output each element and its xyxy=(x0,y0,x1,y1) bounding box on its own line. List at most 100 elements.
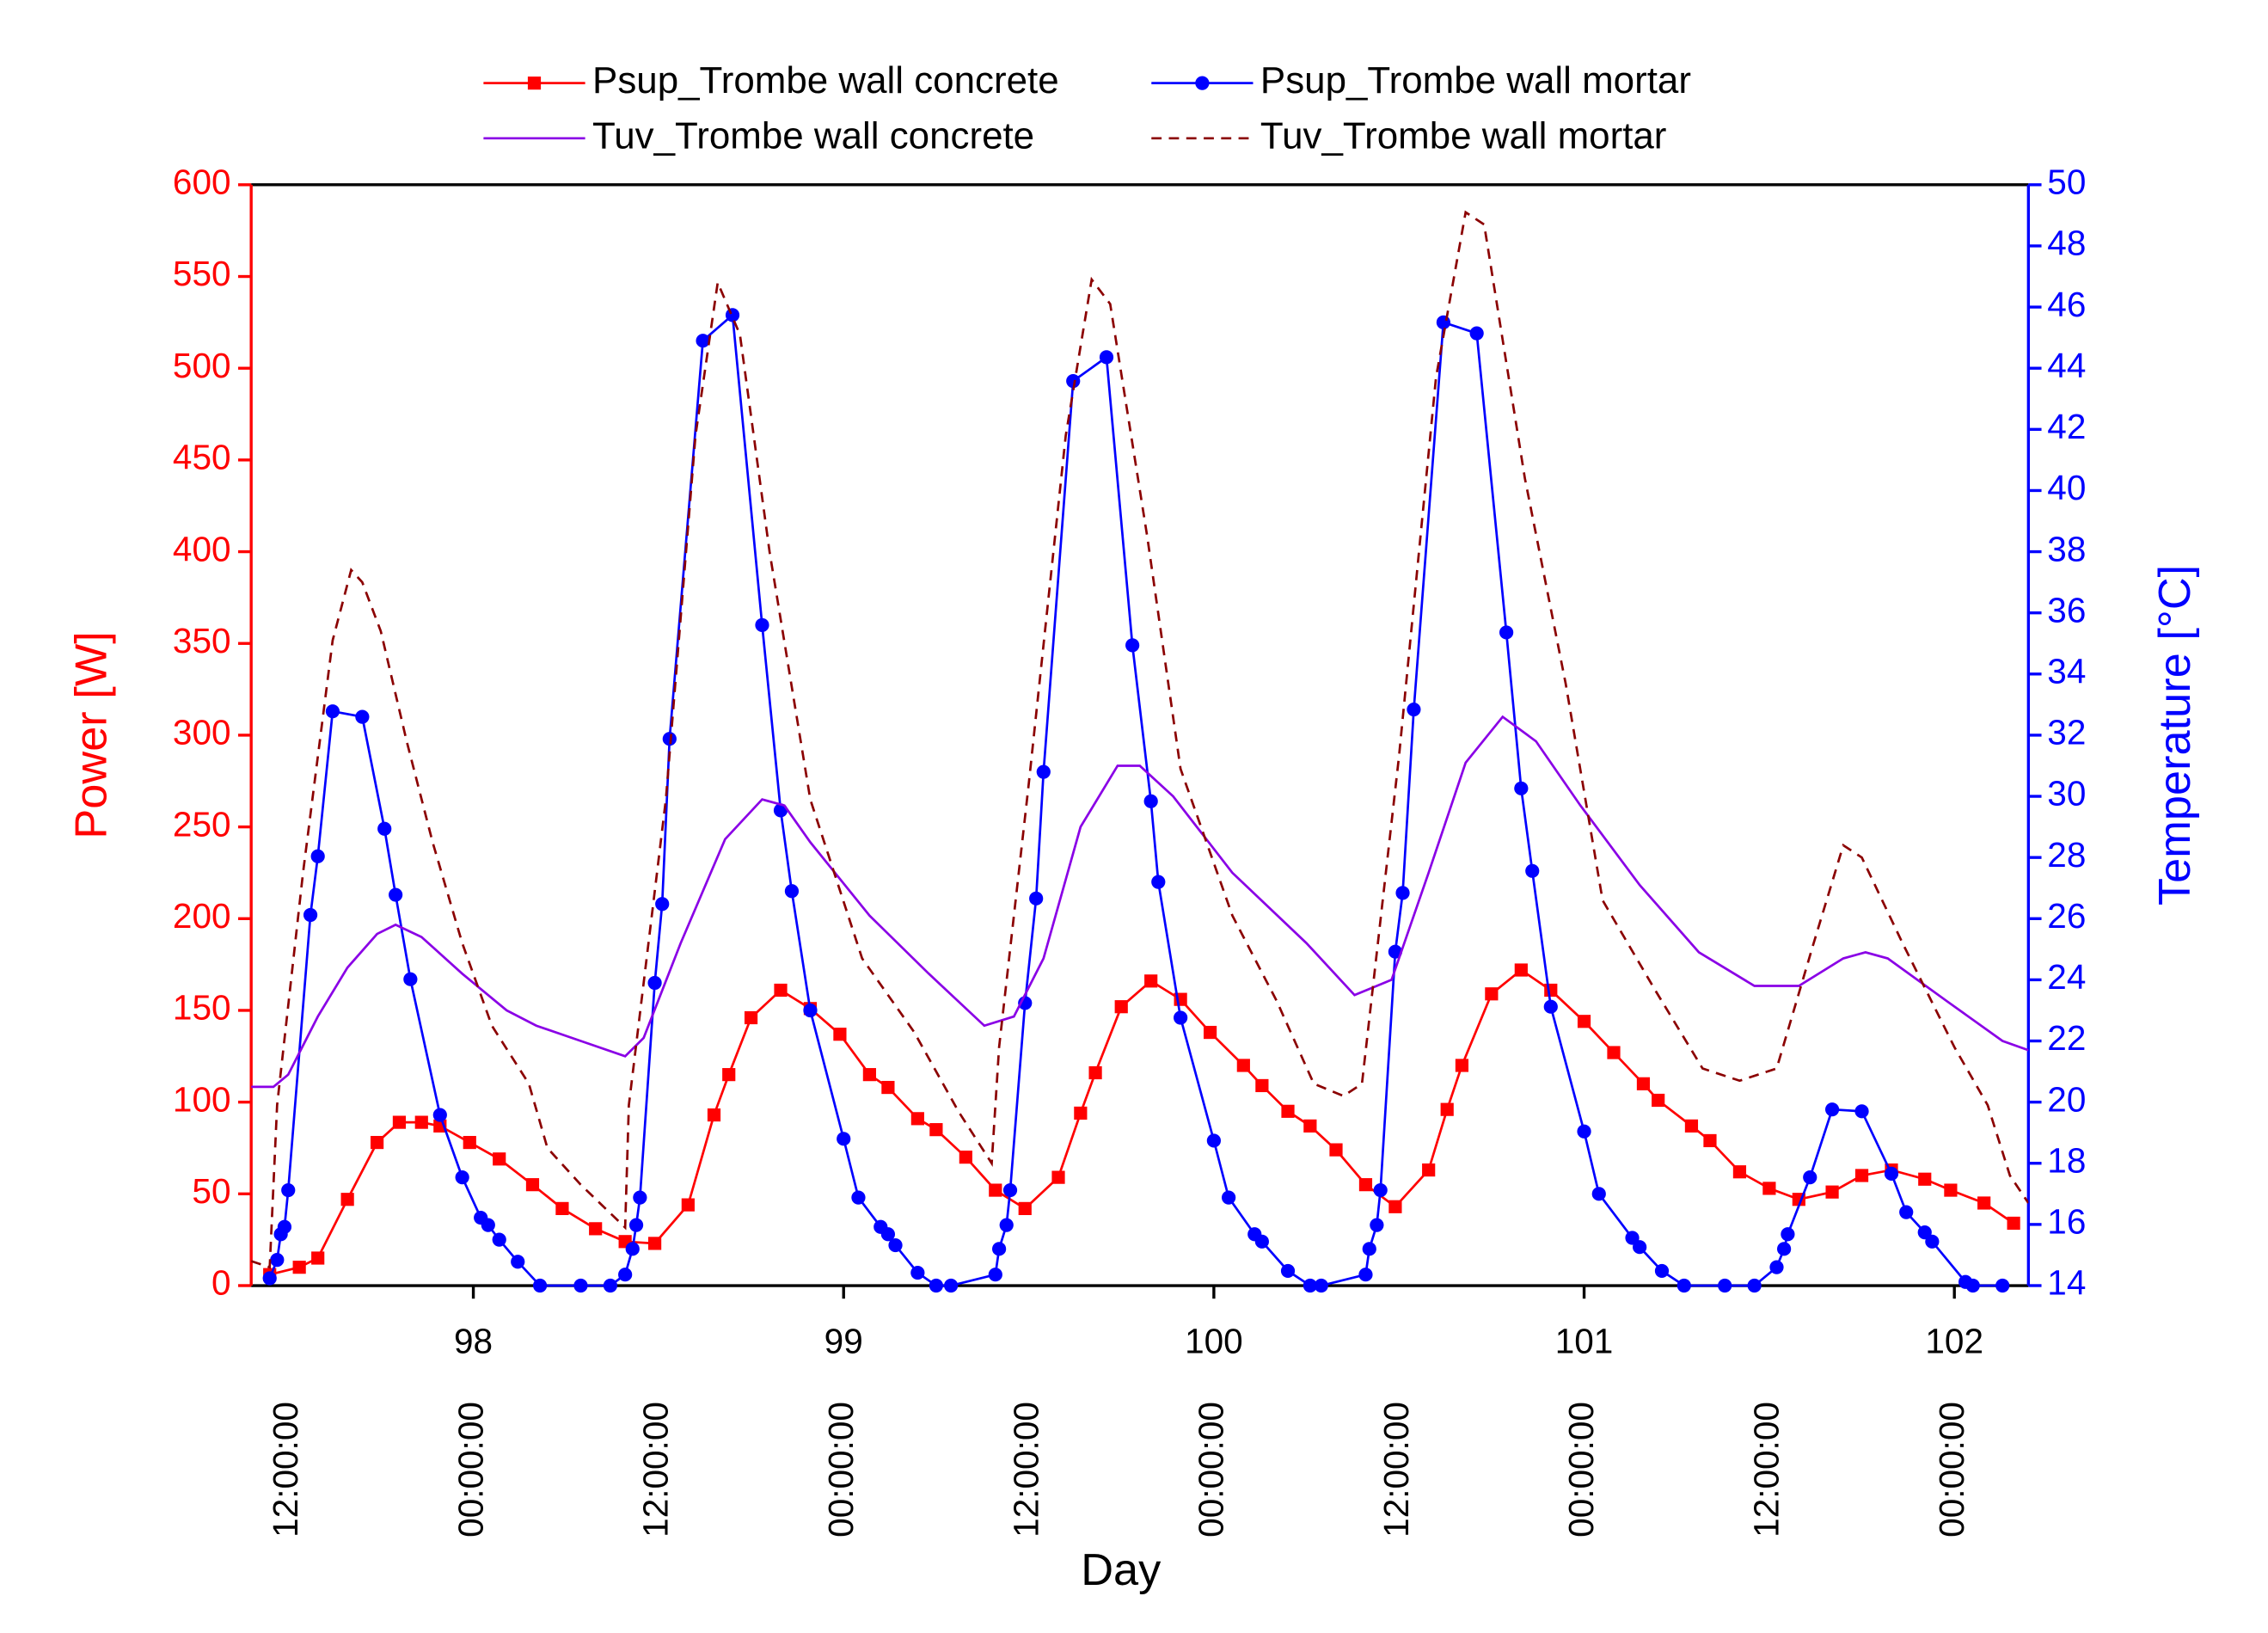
marker xyxy=(647,1237,662,1250)
marker xyxy=(1407,702,1421,717)
y2-tick-label: 46 xyxy=(2047,285,2086,324)
series-line xyxy=(251,210,2029,1269)
marker xyxy=(988,1268,1002,1282)
marker xyxy=(862,1068,876,1082)
marker xyxy=(803,1003,818,1018)
x-tick-label: 98 xyxy=(454,1321,493,1360)
marker xyxy=(1776,1242,1792,1256)
marker xyxy=(722,1068,736,1082)
marker xyxy=(1591,1187,1606,1201)
marker xyxy=(1029,891,1044,906)
marker xyxy=(262,1271,277,1286)
marker xyxy=(389,887,403,902)
marker xyxy=(555,1201,569,1215)
x-tick-label: 101 xyxy=(1555,1321,1614,1360)
marker xyxy=(633,1190,647,1205)
marker xyxy=(493,1152,506,1166)
marker xyxy=(1151,875,1166,889)
marker xyxy=(1485,987,1499,1001)
marker xyxy=(573,1278,588,1293)
marker xyxy=(881,1080,895,1095)
y-tick-label: 600 xyxy=(173,163,231,202)
marker xyxy=(1718,1278,1732,1293)
marker xyxy=(837,1132,851,1146)
marker xyxy=(1362,1242,1376,1256)
marker xyxy=(1280,1263,1296,1279)
marker xyxy=(403,972,418,986)
marker xyxy=(1388,944,1403,959)
marker xyxy=(707,1108,721,1122)
y-tick-label: 250 xyxy=(173,804,231,844)
marker xyxy=(532,1278,548,1293)
x-time-label: 12:00:00 xyxy=(1747,1402,1787,1538)
marker xyxy=(989,1183,1002,1197)
marker xyxy=(1577,1015,1591,1028)
marker xyxy=(1499,625,1514,640)
marker xyxy=(655,897,670,912)
marker xyxy=(1918,1172,1932,1186)
legend-label: Tuv_Trombe wall mortar xyxy=(1260,114,1667,157)
marker xyxy=(1314,1278,1328,1293)
marker xyxy=(355,709,370,724)
marker xyxy=(1236,1059,1250,1072)
x-time-label: 12:00:00 xyxy=(1006,1402,1045,1538)
marker xyxy=(1358,1178,1373,1192)
marker xyxy=(784,884,800,899)
marker xyxy=(1514,781,1529,795)
y-tick-label: 100 xyxy=(173,1079,231,1119)
x-axis-title: Day xyxy=(1081,1545,1162,1595)
marker xyxy=(1099,350,1114,365)
marker xyxy=(662,732,677,746)
marker xyxy=(774,983,788,998)
y-tick-label: 400 xyxy=(173,529,231,568)
marker xyxy=(1440,1102,1454,1116)
marker xyxy=(1676,1278,1691,1293)
y-tick-label: 450 xyxy=(173,438,231,477)
marker xyxy=(414,1115,428,1129)
marker xyxy=(1255,1078,1269,1093)
marker xyxy=(303,907,318,923)
marker xyxy=(1824,1102,1840,1117)
marker xyxy=(1825,1185,1839,1199)
marker xyxy=(1114,1000,1128,1014)
x-time-label: 00:00:00 xyxy=(451,1402,490,1538)
marker xyxy=(1652,1093,1665,1108)
marker xyxy=(1051,1170,1065,1184)
marker xyxy=(1636,1077,1651,1090)
marker xyxy=(1395,886,1410,900)
x-time-label: 12:00:00 xyxy=(636,1402,676,1538)
marker xyxy=(1781,1227,1795,1242)
marker xyxy=(991,1242,1007,1256)
y-axis-title: Power [W] xyxy=(67,631,117,838)
marker xyxy=(310,849,325,863)
marker xyxy=(1703,1133,1717,1148)
marker xyxy=(851,1190,866,1205)
y-tick-label: 500 xyxy=(173,346,231,385)
y-tick-label: 300 xyxy=(173,713,231,752)
marker xyxy=(325,704,340,719)
marker xyxy=(725,308,740,322)
marker xyxy=(1854,1169,1869,1182)
plot-area xyxy=(251,210,2029,1293)
x-time-label: 00:00:00 xyxy=(1932,1402,1971,1538)
marker xyxy=(1607,1046,1621,1059)
y-tick-label: 550 xyxy=(173,254,231,293)
y2-tick-label: 48 xyxy=(2047,224,2086,263)
y2-tick-label: 26 xyxy=(2047,896,2086,936)
marker xyxy=(1388,1200,1402,1213)
marker xyxy=(944,1278,959,1293)
marker xyxy=(2007,1216,2020,1231)
marker xyxy=(755,617,769,633)
marker xyxy=(1684,1119,1699,1133)
marker xyxy=(880,1227,896,1242)
marker xyxy=(929,1123,943,1137)
marker xyxy=(481,1218,495,1232)
marker xyxy=(1747,1278,1762,1293)
marker xyxy=(618,1268,633,1282)
marker xyxy=(647,975,662,991)
marker xyxy=(1125,638,1140,653)
marker xyxy=(833,1028,847,1041)
marker xyxy=(1944,1183,1958,1197)
marker xyxy=(1525,863,1540,878)
